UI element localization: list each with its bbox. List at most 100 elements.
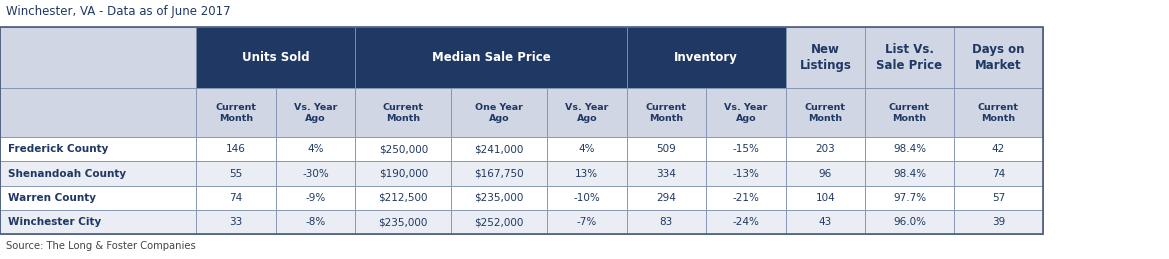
Text: $235,000: $235,000: [475, 193, 524, 203]
Text: $212,500: $212,500: [379, 193, 428, 203]
Bar: [547, 137, 627, 161]
Bar: [954, 137, 1043, 161]
Text: 74: 74: [229, 193, 243, 203]
Text: List Vs.
Sale Price: List Vs. Sale Price: [877, 43, 942, 72]
Text: Vs. Year
Ago: Vs. Year Ago: [293, 103, 338, 123]
Bar: [865, 27, 954, 88]
Bar: [865, 210, 954, 234]
Bar: [865, 88, 954, 137]
Text: -15%: -15%: [733, 144, 759, 154]
Text: 334: 334: [656, 169, 677, 178]
Bar: [865, 137, 954, 161]
Bar: [196, 137, 276, 161]
Text: 96: 96: [818, 169, 832, 178]
Bar: [355, 210, 451, 234]
Bar: [0, 27, 196, 88]
Bar: [786, 88, 865, 137]
Bar: [786, 186, 865, 210]
Bar: [786, 137, 865, 161]
Bar: [0, 27, 1043, 234]
Text: New
Listings: New Listings: [800, 43, 851, 72]
Bar: [451, 88, 547, 137]
Text: -8%: -8%: [305, 217, 326, 227]
Bar: [355, 161, 451, 186]
Bar: [355, 137, 451, 161]
Bar: [865, 161, 954, 186]
Bar: [196, 27, 355, 88]
Text: Current
Month: Current Month: [382, 103, 424, 123]
Bar: [196, 210, 276, 234]
Text: Source: The Long & Foster Companies: Source: The Long & Foster Companies: [6, 241, 195, 251]
Bar: [865, 186, 954, 210]
Bar: [451, 186, 547, 210]
Bar: [954, 88, 1043, 137]
Bar: [276, 161, 355, 186]
Bar: [706, 161, 786, 186]
Bar: [196, 161, 276, 186]
Text: -30%: -30%: [303, 169, 328, 178]
Bar: [451, 161, 547, 186]
Bar: [627, 137, 706, 161]
Text: Inventory: Inventory: [675, 51, 738, 64]
Text: 33: 33: [229, 217, 243, 227]
Bar: [547, 210, 627, 234]
Bar: [954, 161, 1043, 186]
Text: 104: 104: [816, 193, 835, 203]
Bar: [0, 210, 196, 234]
Text: Shenandoah County: Shenandoah County: [8, 169, 126, 178]
Text: Days on
Market: Days on Market: [973, 43, 1024, 72]
Text: $190,000: $190,000: [379, 169, 428, 178]
Bar: [786, 27, 865, 88]
Text: 96.0%: 96.0%: [893, 217, 926, 227]
Bar: [0, 88, 196, 137]
Text: Frederick County: Frederick County: [8, 144, 109, 154]
Text: Vs. Year
Ago: Vs. Year Ago: [565, 103, 609, 123]
Bar: [276, 137, 355, 161]
Text: -13%: -13%: [733, 169, 759, 178]
Text: 74: 74: [991, 169, 1005, 178]
Bar: [276, 186, 355, 210]
Text: $250,000: $250,000: [379, 144, 428, 154]
Text: -24%: -24%: [733, 217, 759, 227]
Text: 294: 294: [656, 193, 677, 203]
Text: 509: 509: [657, 144, 676, 154]
Bar: [451, 210, 547, 234]
Bar: [954, 27, 1043, 88]
Bar: [276, 88, 355, 137]
Bar: [0, 161, 196, 186]
Bar: [547, 161, 627, 186]
Bar: [196, 186, 276, 210]
Text: Current
Month: Current Month: [215, 103, 257, 123]
Bar: [954, 210, 1043, 234]
Text: 57: 57: [991, 193, 1005, 203]
Text: Current
Month: Current Month: [645, 103, 687, 123]
Bar: [451, 137, 547, 161]
Text: Current
Month: Current Month: [804, 103, 846, 123]
Text: -21%: -21%: [733, 193, 759, 203]
Bar: [627, 186, 706, 210]
Bar: [355, 27, 627, 88]
Text: 83: 83: [659, 217, 673, 227]
Bar: [0, 186, 196, 210]
Text: Units Sold: Units Sold: [242, 51, 310, 64]
Text: Winchester City: Winchester City: [8, 217, 102, 227]
Bar: [276, 210, 355, 234]
Text: 98.4%: 98.4%: [893, 144, 926, 154]
Bar: [196, 88, 276, 137]
Bar: [627, 161, 706, 186]
Bar: [627, 27, 786, 88]
Bar: [786, 161, 865, 186]
Text: -7%: -7%: [576, 217, 597, 227]
Text: 4%: 4%: [307, 144, 324, 154]
Bar: [786, 210, 865, 234]
Text: 39: 39: [991, 217, 1005, 227]
Bar: [547, 186, 627, 210]
Bar: [706, 88, 786, 137]
Text: Median Sale Price: Median Sale Price: [431, 51, 551, 64]
Text: 97.7%: 97.7%: [893, 193, 926, 203]
Bar: [706, 137, 786, 161]
Text: 13%: 13%: [575, 169, 599, 178]
Text: 146: 146: [226, 144, 247, 154]
Text: Current
Month: Current Month: [888, 103, 931, 123]
Bar: [627, 88, 706, 137]
